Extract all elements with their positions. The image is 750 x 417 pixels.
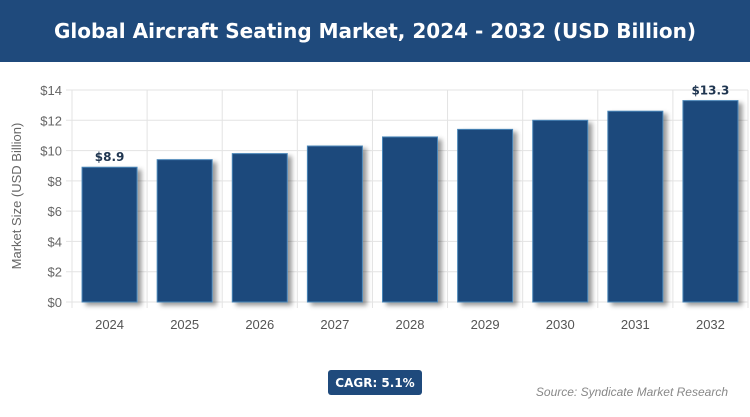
- source-note: Source: Syndicate Market Research: [535, 385, 728, 399]
- bar-2029: [457, 128, 514, 303]
- x-tick-label: 2032: [696, 317, 725, 332]
- x-tick-label: 2025: [170, 317, 199, 332]
- data-label: $8.9: [95, 150, 125, 164]
- x-tick-label: 2029: [471, 317, 500, 332]
- y-tick-label: $14: [40, 83, 62, 98]
- y-tick-label: $6: [48, 204, 62, 219]
- x-tick-label: 2027: [320, 317, 349, 332]
- x-tick-label: 2024: [95, 317, 124, 332]
- x-tick-label: 2028: [396, 317, 425, 332]
- bar-2026: [231, 153, 288, 303]
- bar-2024: [81, 166, 138, 303]
- x-tick-label: 2030: [546, 317, 575, 332]
- y-tick-label: $4: [48, 234, 62, 249]
- cagr-badge: CAGR: 5.1%: [328, 370, 422, 395]
- y-tick-label: $2: [48, 265, 62, 280]
- bar-2030: [532, 119, 589, 303]
- y-tick-label: $12: [40, 113, 62, 128]
- data-label: $13.3: [691, 84, 729, 98]
- x-tick-label: 2026: [245, 317, 274, 332]
- bar-2025: [156, 159, 213, 303]
- bar-2032: [682, 100, 739, 303]
- bar-2027: [306, 145, 363, 303]
- x-tick-label: 2031: [621, 317, 650, 332]
- bar-2031: [607, 110, 664, 303]
- bar-2028: [382, 136, 438, 303]
- y-tick-label: $10: [40, 144, 62, 159]
- chart-title: Global Aircraft Seating Market, 2024 - 2…: [0, 0, 750, 62]
- y-axis-title: Market Size (USD Billion): [9, 123, 24, 270]
- y-tick-label: $8: [48, 174, 62, 189]
- y-tick-label: $0: [48, 295, 62, 310]
- bar-chart: $0 $2 $4 $6 $8 $10 $12 $14 Market Size (USD Bill…: [9, 83, 749, 332]
